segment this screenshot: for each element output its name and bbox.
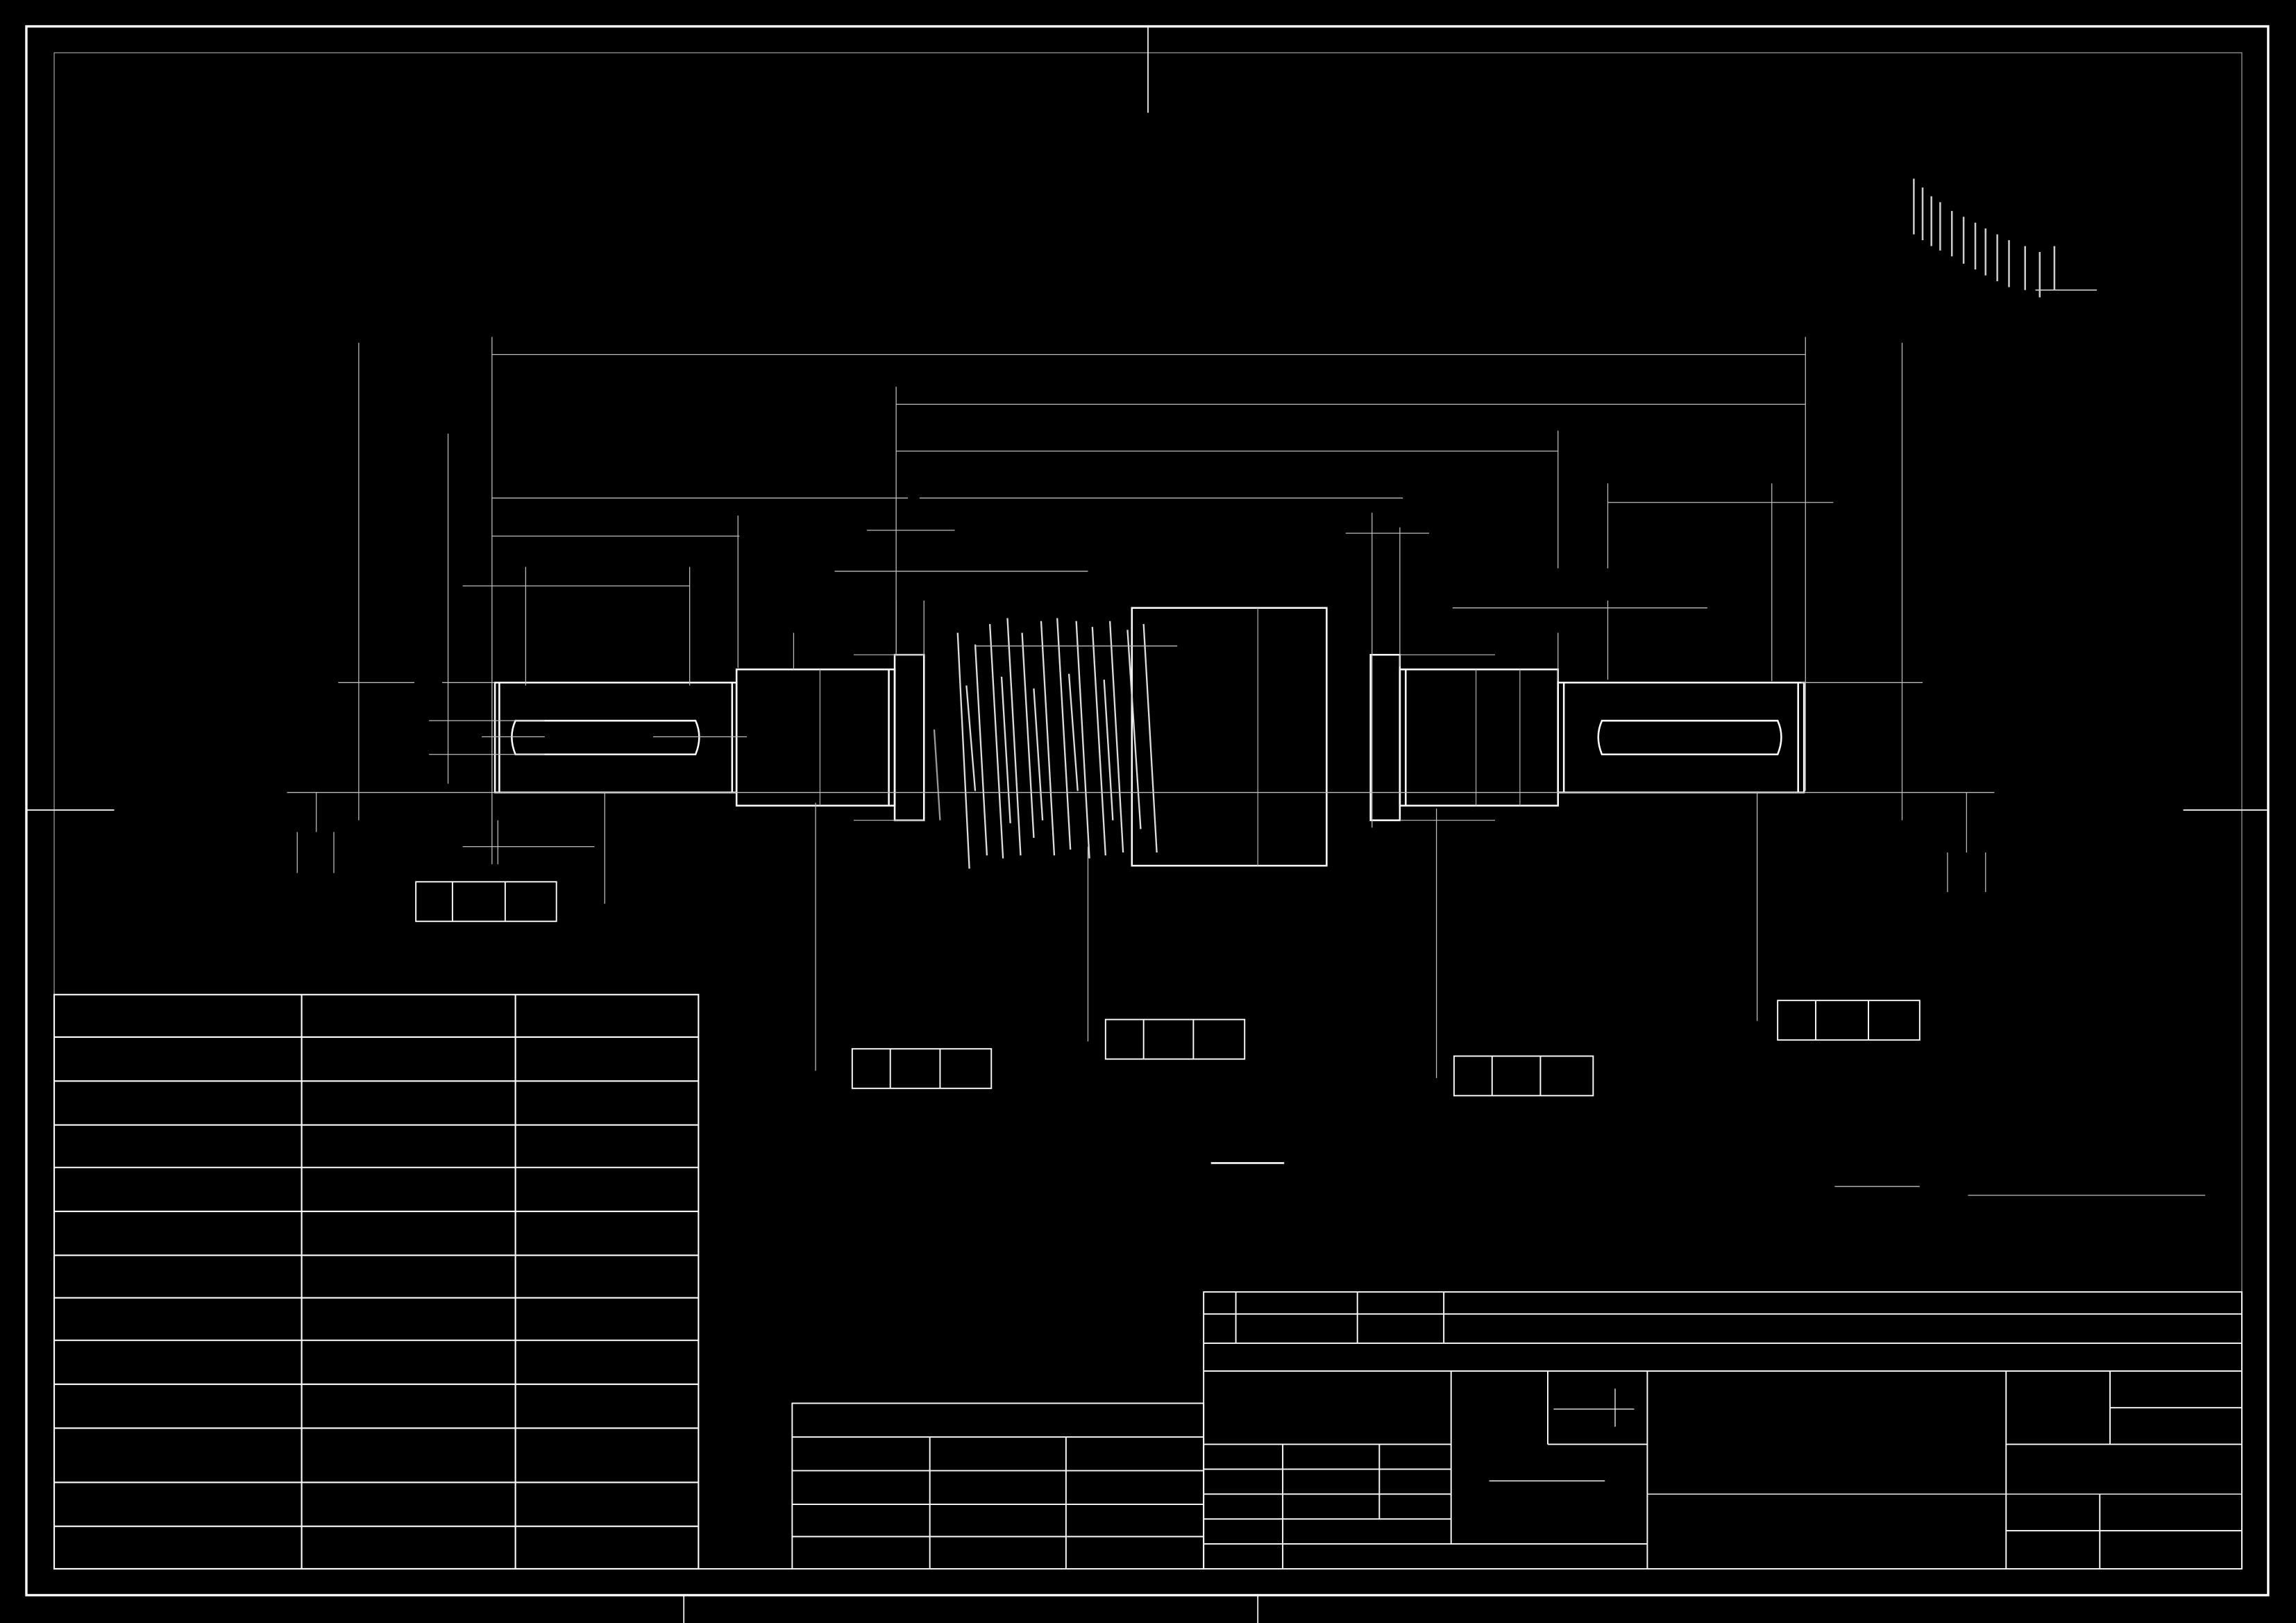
outer-border <box>25 25 2270 1597</box>
inner-border <box>53 52 2243 1570</box>
spec-table <box>53 993 700 1570</box>
tolerance-frames <box>415 881 1921 1097</box>
left-journal <box>493 682 738 793</box>
dimension-lines <box>287 337 2206 1196</box>
tolerance-frame-3 <box>1104 1018 1246 1060</box>
tolerance-frame-5 <box>1777 1000 1921 1041</box>
tolerance-frame-1 <box>415 881 557 923</box>
right-step <box>1399 668 1559 807</box>
param-table <box>698 1402 1205 1570</box>
worm-body <box>1131 607 1328 867</box>
left-collar <box>893 653 925 821</box>
roughness-symbol <box>1913 178 2097 298</box>
right-collar <box>1369 653 1401 821</box>
title-block <box>1203 1291 2243 1570</box>
right-journal <box>1557 682 1805 793</box>
tolerance-frame-2 <box>851 1048 993 1089</box>
tolerance-frame-4 <box>1453 1055 1594 1097</box>
right-keyway <box>1597 719 1782 755</box>
left-keyway <box>511 719 700 755</box>
left-step <box>735 668 896 807</box>
worm-thread <box>933 618 1158 869</box>
